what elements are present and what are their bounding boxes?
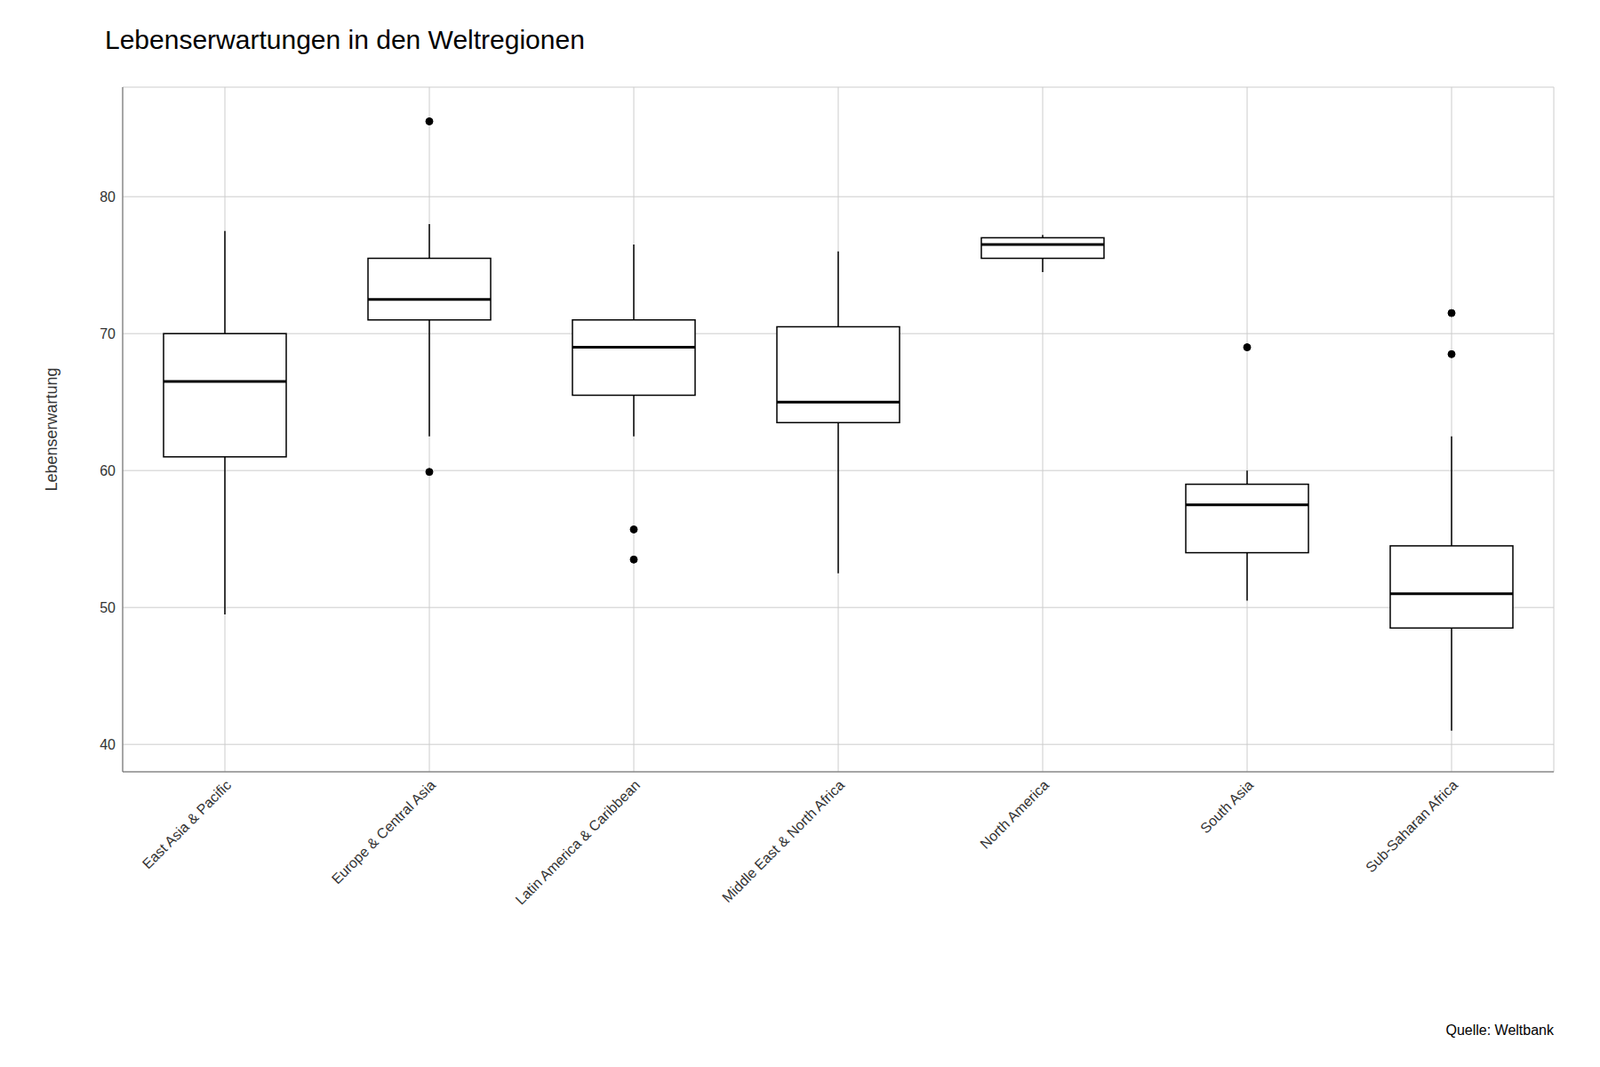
svg-text:South Asia: South Asia bbox=[1197, 776, 1256, 836]
svg-text:Latin America & Caribbean: Latin America & Caribbean bbox=[512, 776, 644, 908]
html-text:Lebenserwartungen in den Weltr: Lebenserwartungen in den Weltregionen bbox=[104, 24, 585, 55]
svg-text:Lebenserwartung: Lebenserwartung bbox=[42, 367, 61, 491]
svg-text:North America: North America bbox=[976, 776, 1052, 852]
svg-text:Sub-Saharan Africa: Sub-Saharan Africa bbox=[1362, 776, 1461, 875]
svg-text:80: 80 bbox=[99, 189, 116, 205]
svg-text:Middle East & North Africa: Middle East & North Africa bbox=[719, 776, 848, 905]
svg-text:60: 60 bbox=[99, 463, 116, 479]
html-text:Quelle: Weltbank: Quelle: Weltbank bbox=[1445, 1022, 1554, 1038]
svg-text:Europe & Central Asia: Europe & Central Asia bbox=[328, 776, 439, 887]
svg-text:East Asia & Pacific: East Asia & Pacific bbox=[139, 776, 234, 872]
svg-text:70: 70 bbox=[99, 326, 116, 342]
svg-text:50: 50 bbox=[99, 600, 116, 616]
svg-text:40: 40 bbox=[99, 736, 116, 752]
